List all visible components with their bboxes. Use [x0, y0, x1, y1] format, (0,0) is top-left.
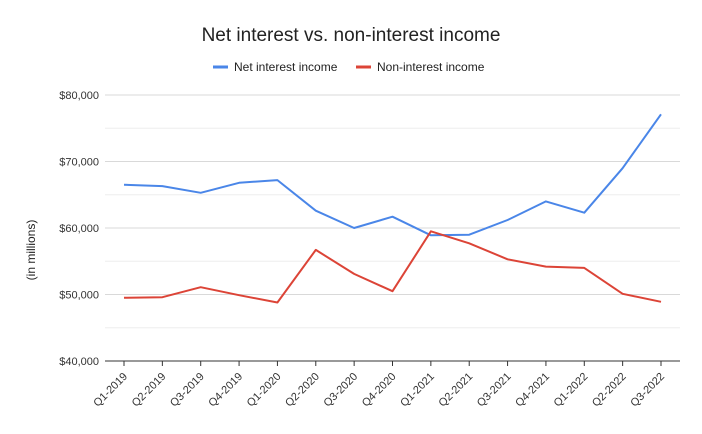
- x-tick-label: Q3-2020: [322, 371, 361, 410]
- series-line-non-interest-income: [123, 230, 662, 304]
- y-tick-label: $80,000: [59, 90, 99, 102]
- x-tick-label: Q2-2020: [283, 371, 322, 410]
- x-tick-label: Q4-2019: [206, 371, 245, 410]
- y-axis-label: (in millions): [24, 220, 38, 281]
- x-tick-label: Q3-2022: [628, 371, 667, 410]
- x-tick-label: Q2-2019: [130, 371, 169, 410]
- legend-label: Net interest income: [234, 60, 338, 74]
- x-tick-label: Q3-2021: [475, 371, 514, 410]
- x-tick-label: Q1-2021: [398, 371, 437, 410]
- y-tick-label: $70,000: [59, 157, 99, 169]
- series-layer: [123, 113, 662, 304]
- y-tick-label: $50,000: [59, 290, 99, 302]
- legend-label: Non-interest income: [377, 60, 485, 74]
- x-tick-label: Q2-2022: [590, 371, 629, 410]
- x-tick-label: Q1-2020: [245, 371, 284, 410]
- y-axis-ticks: $40,000 $50,000 $60,000 $70,000 $80,000: [59, 90, 99, 368]
- y-tick-label: $60,000: [59, 223, 99, 235]
- x-tick-label: Q3-2019: [168, 371, 207, 410]
- y-tick-label: $40,000: [59, 356, 99, 368]
- x-tick-label: Q2-2021: [437, 371, 476, 410]
- chart-title: Net interest vs. non-interest income: [202, 25, 501, 46]
- legend: Net interest income Non-interest income: [213, 60, 485, 74]
- x-tick-label: Q1-2019: [91, 371, 130, 410]
- gridlines: [105, 94, 680, 362]
- series-line-net-interest-income: [123, 113, 662, 237]
- x-tick-label: Q4-2021: [513, 371, 552, 410]
- x-axis-ticks: Q1-2019 Q2-2019 Q3-2019 Q4-2019 Q1-2020 Q2-20…: [91, 361, 667, 409]
- x-tick-label: Q1-2022: [552, 371, 591, 410]
- x-tick-label: Q4-2020: [360, 371, 399, 410]
